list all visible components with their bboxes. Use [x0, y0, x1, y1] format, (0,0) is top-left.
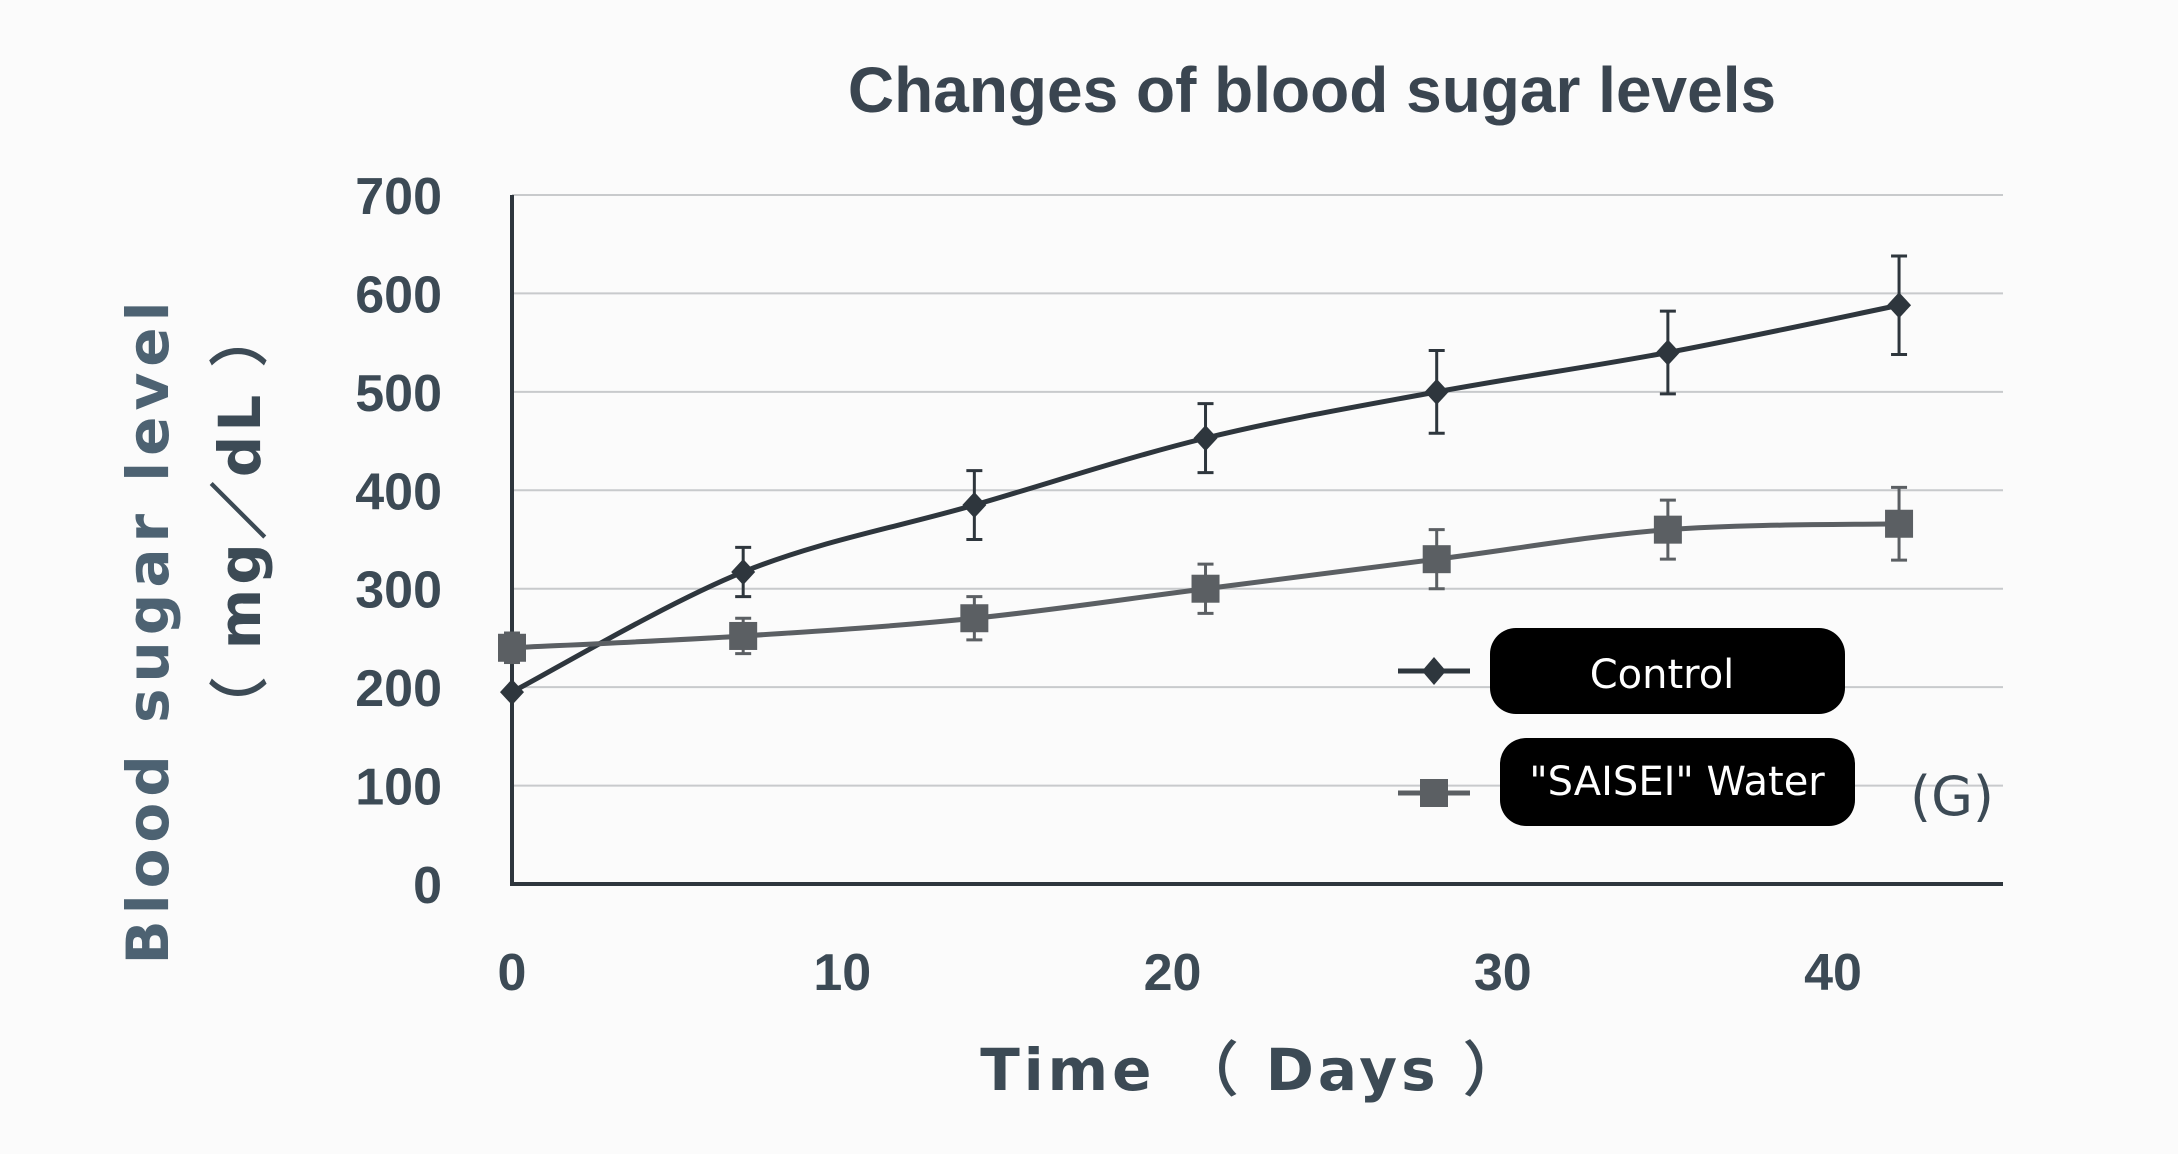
data-point [1655, 339, 1680, 366]
y-tick-labels: 0 100 200 300 400 500 600 700 [355, 168, 442, 915]
data-point [1422, 545, 1451, 574]
x-tick-label-20: 20 [1144, 944, 1202, 1002]
legend-control-label: Control [1590, 652, 1735, 698]
y-tick-label-500: 500 [355, 365, 442, 423]
x-axis-label: Time （ Days ） [980, 1036, 1526, 1104]
panel-annotation: (G) [1910, 765, 1994, 828]
data-point [1885, 509, 1914, 538]
series-layer [498, 254, 1914, 706]
x-tick-label-30: 30 [1474, 944, 1532, 1002]
y-tick-label-300: 300 [355, 562, 442, 620]
x-tick-labels: 0 10 20 30 40 [498, 944, 1862, 1002]
legend-saisei-box [1500, 738, 1855, 826]
y-tick-label-700: 700 [355, 168, 442, 226]
legend: Control "SAISEI" Water (G) [1398, 628, 1994, 828]
legend-control-marker [1422, 657, 1446, 685]
y-axis-unit: （ mg／dL ） [206, 305, 274, 736]
x-tick-label-10: 10 [813, 944, 871, 1002]
data-point [729, 621, 758, 650]
chart-title: Changes of blood sugar levels [848, 54, 1776, 126]
x-tick-label-40: 40 [1804, 944, 1862, 1002]
legend-saisei-marker [1420, 779, 1448, 807]
data-point [1193, 425, 1218, 452]
legend-control-box [1490, 628, 1845, 714]
y-tick-label-400: 400 [355, 463, 442, 521]
data-point [1653, 515, 1682, 544]
y-axis-label: Blood sugar level [114, 295, 182, 964]
series-control [500, 254, 1912, 706]
legend-saisei-label: "SAISEI" Water [1529, 759, 1825, 805]
y-tick-label-0: 0 [413, 857, 442, 915]
data-point [1191, 574, 1220, 603]
data-point [731, 558, 756, 585]
gridlines [512, 194, 2003, 787]
data-point [960, 604, 989, 633]
data-point [1424, 378, 1449, 405]
data-point [500, 679, 524, 706]
series-saisei-water [498, 485, 1914, 665]
y-tick-label-100: 100 [355, 759, 442, 817]
x-tick-label-0: 0 [498, 944, 527, 1002]
data-point [962, 492, 987, 519]
y-tick-label-200: 200 [355, 660, 442, 718]
data-point [498, 633, 526, 662]
data-point [1887, 292, 1912, 319]
y-tick-label-600: 600 [355, 266, 442, 324]
